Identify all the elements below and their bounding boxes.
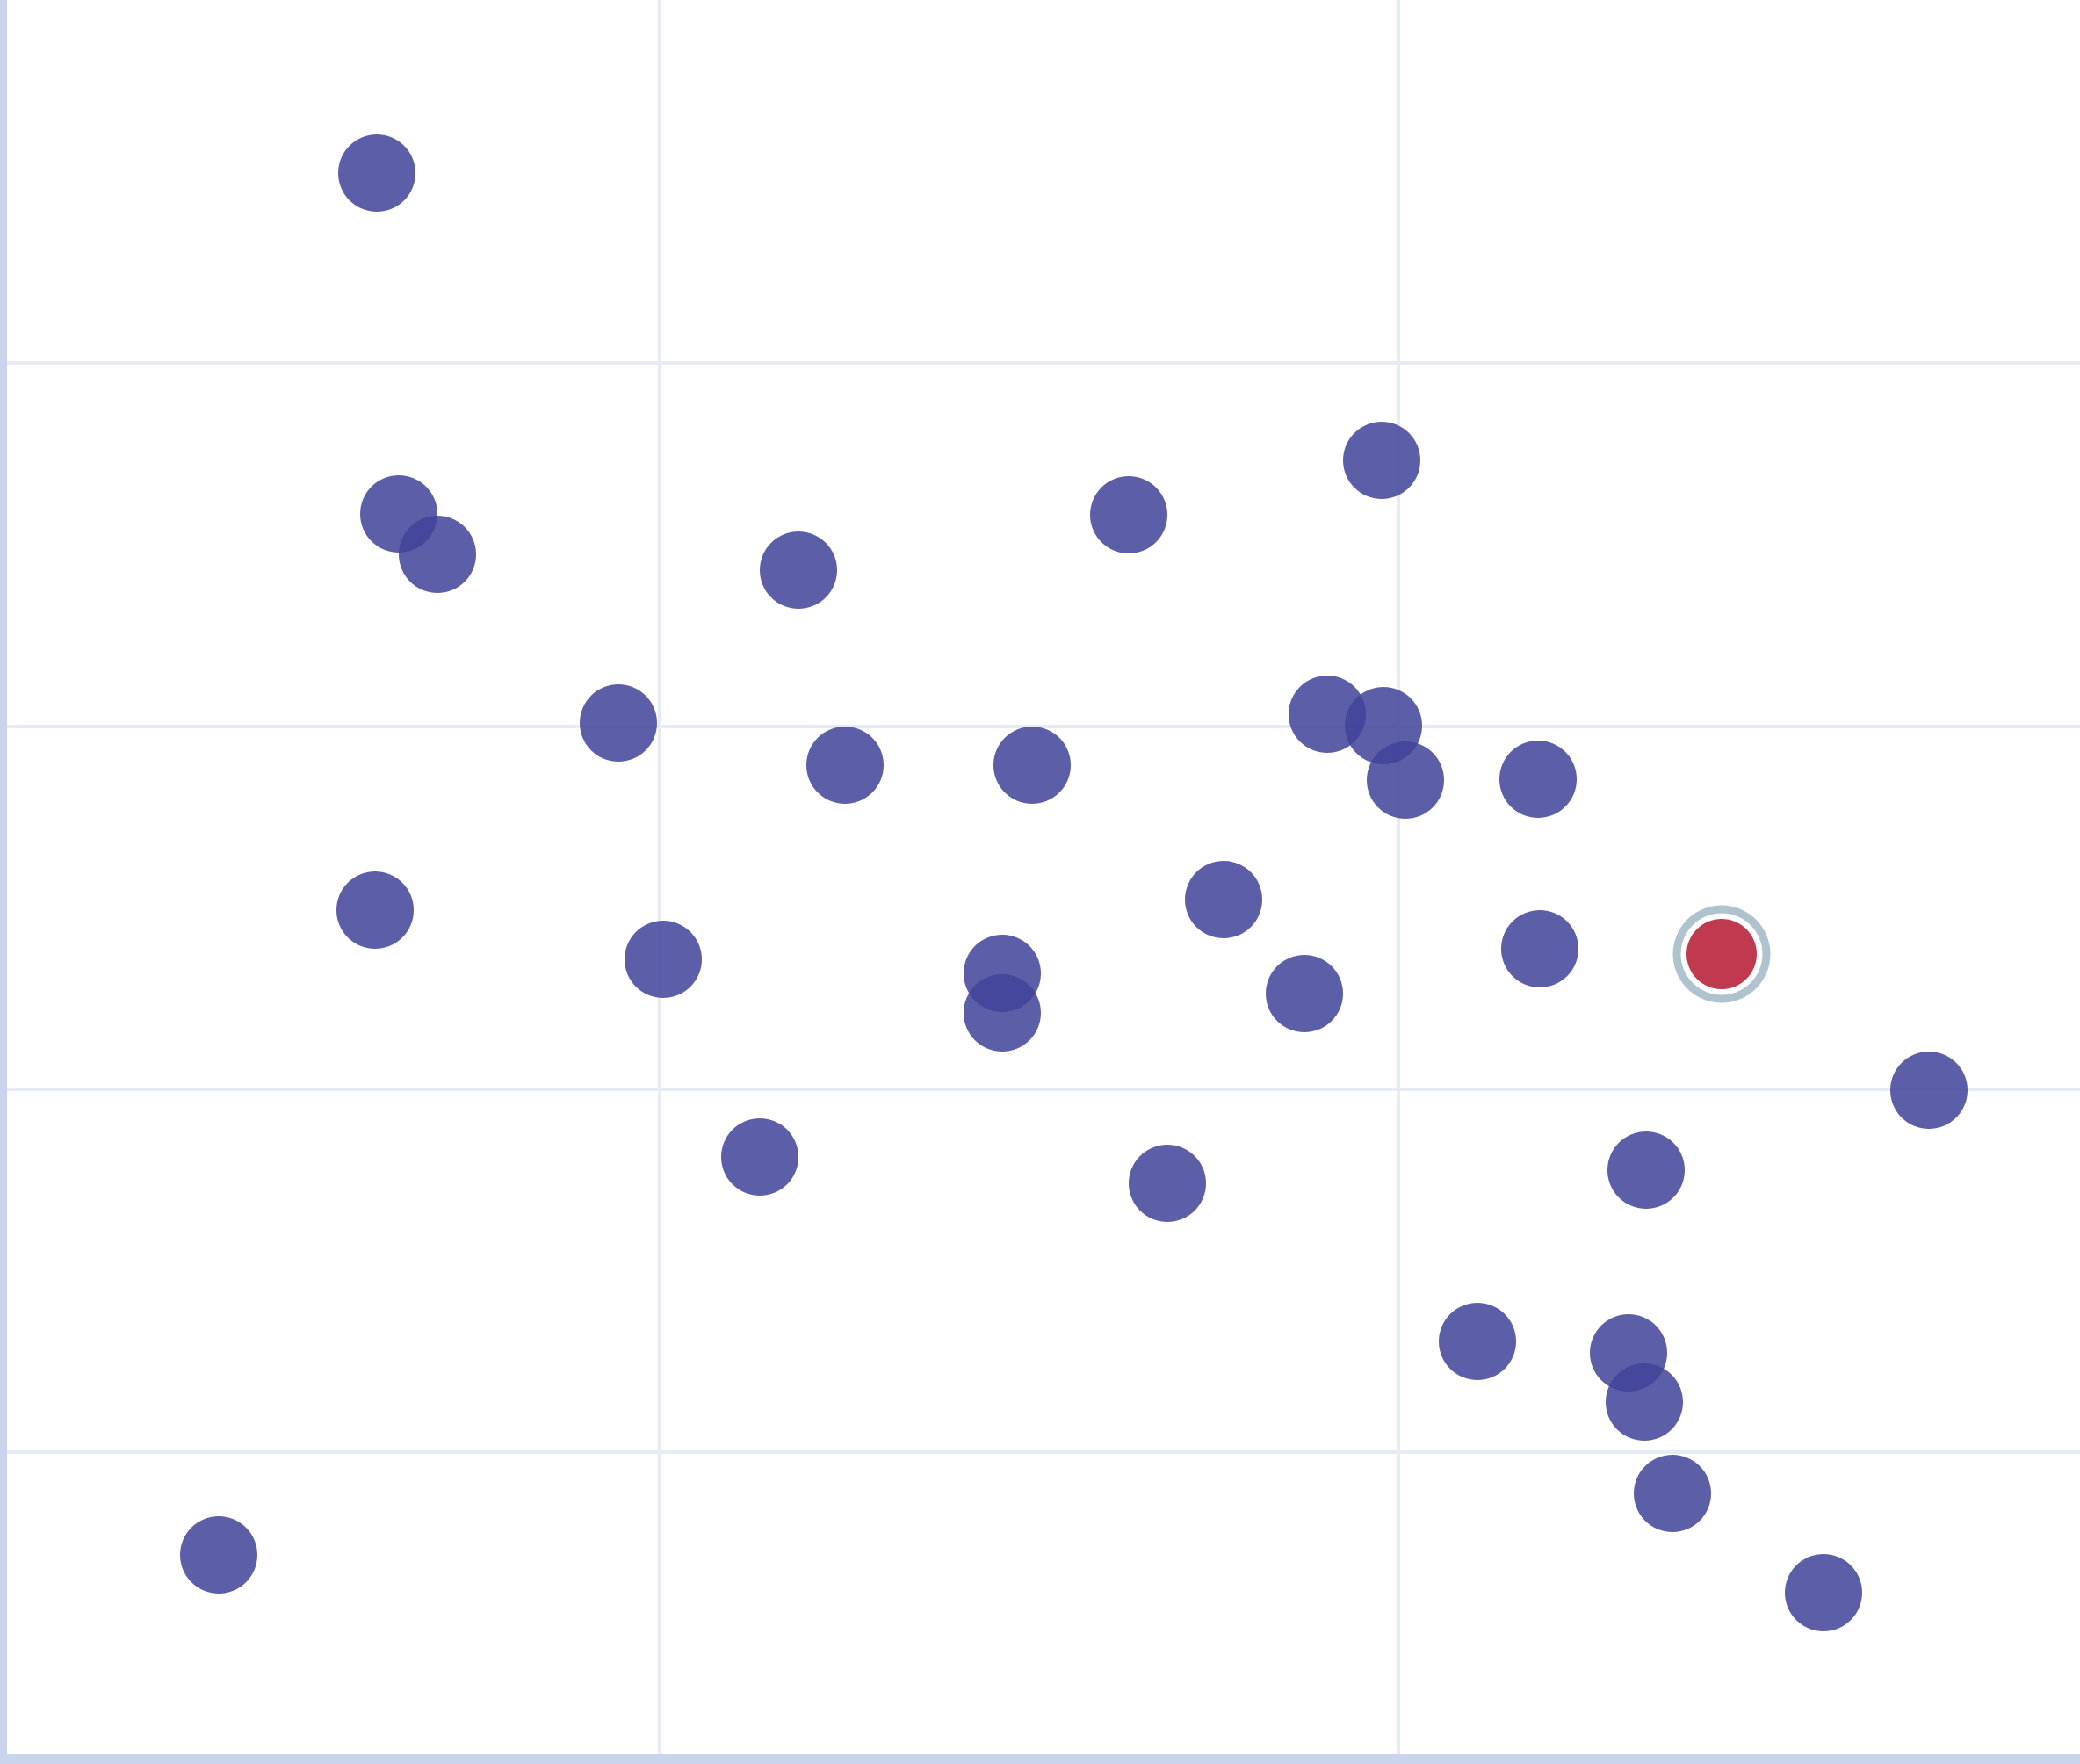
selected-point-ring: [1672, 905, 1771, 1003]
data-point[interactable]: [625, 921, 702, 998]
data-point[interactable]: [1606, 1363, 1683, 1441]
data-point[interactable]: [1607, 1131, 1685, 1209]
data-point[interactable]: [336, 871, 414, 949]
plot-left-margin: [0, 0, 7, 1764]
data-point[interactable]: [338, 134, 415, 212]
data-point[interactable]: [1090, 476, 1167, 553]
data-point[interactable]: [1439, 1303, 1516, 1380]
plot-bottom-margin: [0, 1754, 2080, 1764]
data-point[interactable]: [964, 974, 1041, 1052]
data-point-selected[interactable]: [1686, 919, 1757, 989]
data-point[interactable]: [1266, 955, 1343, 1032]
data-point[interactable]: [721, 1118, 798, 1196]
gridlines-layer: [7, 0, 2080, 1754]
data-point[interactable]: [1129, 1145, 1206, 1222]
data-point[interactable]: [1890, 1052, 1968, 1129]
data-point[interactable]: [1501, 910, 1578, 987]
data-point[interactable]: [1343, 422, 1420, 499]
data-point[interactable]: [580, 684, 657, 762]
data-point[interactable]: [399, 516, 476, 593]
data-point[interactable]: [1367, 741, 1444, 819]
data-point[interactable]: [1499, 741, 1577, 818]
data-point[interactable]: [806, 727, 884, 804]
data-point[interactable]: [180, 1516, 257, 1594]
data-point[interactable]: [993, 727, 1071, 804]
data-point[interactable]: [1785, 1554, 1862, 1631]
data-points-layer: [180, 134, 1968, 1631]
data-point[interactable]: [760, 531, 837, 609]
data-point[interactable]: [1185, 861, 1262, 938]
data-point[interactable]: [1634, 1455, 1711, 1532]
